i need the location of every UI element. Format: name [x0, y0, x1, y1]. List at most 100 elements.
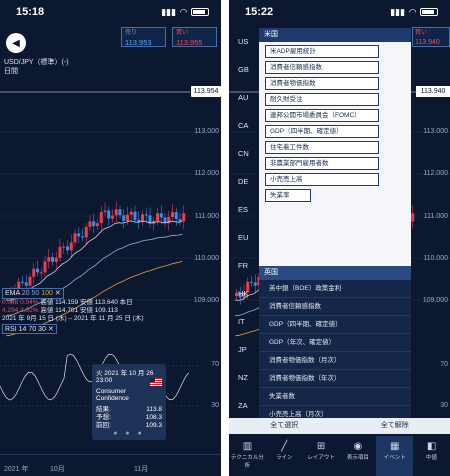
- country-item[interactable]: ZA: [238, 401, 248, 410]
- candle: [39, 272, 43, 274]
- candle: [141, 214, 144, 222]
- event-checkbox[interactable]: 耐久財受注: [265, 93, 379, 106]
- candle: [126, 214, 129, 221]
- tooltip-title: Consumer: [96, 388, 126, 395]
- country-item[interactable]: GB: [238, 65, 249, 74]
- candle: [54, 257, 58, 262]
- axis-label: 109.000: [193, 297, 219, 304]
- close-icon[interactable]: ✕: [54, 290, 61, 297]
- country-item[interactable]: NZ: [238, 373, 248, 382]
- buy-quote-button[interactable]: 買い 113.940: [412, 27, 450, 47]
- back-button[interactable]: ◀: [6, 33, 26, 53]
- ema-tag[interactable]: EMA 20 50 100 ✕: [2, 288, 64, 299]
- candle: [36, 268, 39, 273]
- event-item[interactable]: 失業者数: [259, 388, 411, 406]
- event-checkbox[interactable]: 住宅着工件数: [265, 141, 379, 154]
- event-checkbox[interactable]: 連邦公開市場委員会（FOMC）: [265, 109, 379, 122]
- rsi-axis-label: 30: [440, 402, 448, 409]
- axis-label: 113.000: [194, 128, 219, 135]
- toolbar-item[interactable]: ▦ イベント: [376, 436, 414, 476]
- ema-p2: 50: [31, 290, 40, 297]
- rsi-axis-label: 70: [211, 361, 219, 368]
- toolbar-item[interactable]: ⊞ レイアウト: [303, 436, 340, 476]
- event-checkbox[interactable]: 消費者物価指数: [265, 77, 379, 90]
- ema-line: [5, 233, 183, 317]
- country-item[interactable]: DE: [238, 177, 249, 186]
- event-item[interactable]: 消費者物価指数（月次）: [259, 352, 411, 370]
- event-tooltip[interactable]: 火 2021 年 10 月 26 23:00 Consumer Confiden…: [92, 364, 166, 440]
- candle: [129, 211, 133, 215]
- axis-label: 111.000: [423, 213, 448, 220]
- status-icons: ▮▮▮ ◠: [390, 7, 438, 18]
- event-filter-panel: 米国 米ADP雇用統計 消費者信頼感指数 消費者物価指数 耐久財受注 連邦公開市場委員会…: [259, 28, 411, 428]
- axis-label: 111.000: [194, 213, 219, 220]
- tooltip-key: 予想:: [96, 414, 111, 421]
- candle: [24, 282, 28, 286]
- candle: [47, 257, 51, 262]
- toolbar-label: 表示項目: [346, 455, 369, 461]
- wifi-icon: ◠: [180, 6, 187, 17]
- close-icon[interactable]: ✕: [47, 326, 54, 333]
- event-checkbox[interactable]: GDP（四半期、確定値）: [265, 125, 379, 138]
- event-checkbox[interactable]: 小売売上高: [265, 173, 379, 186]
- right-screen: 15:22 ▮▮▮ ◠ 買い 113.940 113.940 113.000 1…: [229, 0, 450, 476]
- event-item[interactable]: GDP（年次、確定値）: [259, 334, 411, 352]
- country-item[interactable]: JP: [238, 345, 247, 354]
- select-all-button[interactable]: 全て選択: [229, 418, 340, 434]
- country-item[interactable]: US: [238, 37, 249, 46]
- time-label: 11月: [134, 466, 149, 473]
- event-checkbox[interactable]: 失業率: [265, 189, 311, 202]
- country-item[interactable]: CN: [238, 149, 249, 158]
- battery-icon: [191, 8, 209, 16]
- country-item[interactable]: IT: [238, 317, 245, 326]
- buy-quote-button[interactable]: 買い 113.955: [172, 27, 217, 47]
- country-item[interactable]: FR: [238, 261, 248, 270]
- clear-all-button[interactable]: 全て解除: [339, 418, 450, 434]
- candle: [107, 210, 111, 219]
- axis-label: 110.000: [423, 255, 448, 262]
- rsi-p1: 14: [18, 326, 27, 333]
- chart-analysis-icon: ▥: [242, 441, 253, 452]
- time-axis: 2021 年 10月 11月: [0, 454, 221, 476]
- back-arrow-icon: ◀: [12, 37, 20, 49]
- candle: [73, 233, 77, 243]
- candle: [111, 215, 114, 219]
- rsi-label: RSI: [5, 326, 17, 333]
- time-label: 2021 年: [4, 466, 29, 473]
- rsi-tag[interactable]: RSI 14 70 30 ✕: [2, 324, 57, 334]
- event-item[interactable]: 消費者信頼感指数: [259, 298, 411, 316]
- section-header-us: 米国: [259, 28, 411, 42]
- country-item[interactable]: ES: [238, 205, 249, 214]
- sell-price: 113.953: [125, 38, 152, 47]
- ema-line: [5, 220, 183, 301]
- line-icon: ╱: [281, 441, 288, 452]
- event-checkbox[interactable]: 非農業部門雇用者数: [265, 157, 379, 170]
- candle: [144, 214, 148, 216]
- toolbar-item[interactable]: ◉ 表示項目: [339, 436, 376, 476]
- event-checkbox[interactable]: 消費者信頼感指数: [265, 61, 379, 74]
- event-item[interactable]: 英中銀（BOE）政策金利: [259, 280, 411, 298]
- candle: [242, 292, 246, 298]
- current-price-tag: 113.954: [191, 86, 221, 97]
- country-item[interactable]: EU: [238, 233, 249, 242]
- page-dots[interactable]: ● ● ●: [113, 430, 145, 437]
- country-item[interactable]: HK: [238, 289, 249, 298]
- candle: [32, 268, 36, 277]
- tooltip-value: 113.8: [146, 406, 162, 413]
- toolbar-item[interactable]: ╱ ライン: [266, 436, 303, 476]
- filter-actions: 全て選択 全て解除: [229, 418, 450, 434]
- us-flag-icon: [150, 378, 162, 386]
- candle: [122, 215, 126, 221]
- candle: [92, 221, 96, 227]
- country-item[interactable]: AU: [238, 93, 249, 102]
- candle: [171, 212, 174, 217]
- candle: [21, 281, 24, 283]
- event-checkbox[interactable]: 米ADP雇用統計: [265, 45, 379, 58]
- country-item[interactable]: CA: [238, 121, 249, 130]
- event-item[interactable]: GDP（四半期、確定値）: [259, 316, 411, 334]
- sell-quote-button[interactable]: 売り 113.953: [121, 27, 166, 47]
- toolbar-item[interactable]: ▥ テクニカル分析: [229, 436, 266, 476]
- current-price-tag: 113.940: [416, 86, 450, 97]
- toolbar-item[interactable]: ◧ 中値: [413, 436, 450, 476]
- event-item[interactable]: 消費者物価指数（年次）: [259, 370, 411, 388]
